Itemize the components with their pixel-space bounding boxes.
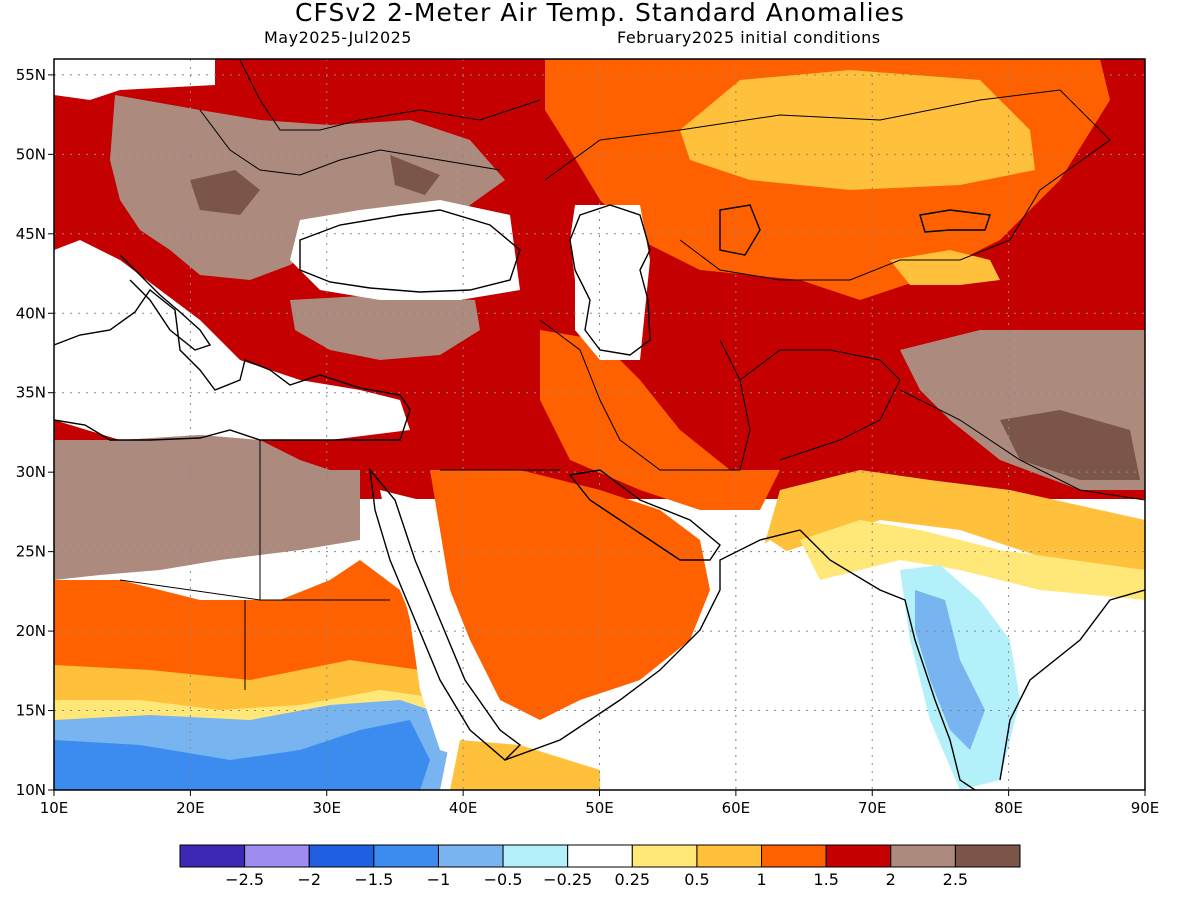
lat-tick-label: 45N [16, 225, 46, 243]
field-blue-india [915, 590, 985, 750]
colorbar-swatch [179, 844, 246, 868]
colorbar-label: 1 [756, 870, 766, 889]
coast-caspian [569, 204, 651, 356]
coast-italy [119, 254, 212, 351]
colorbar-swatch [890, 844, 956, 868]
field-white-nw [54, 59, 215, 100]
coast-balkhash [919, 209, 991, 233]
colorbar-swatch [373, 844, 439, 868]
colorbar-label: −1.5 [354, 870, 393, 889]
lon-tick-label: 70E [858, 799, 887, 817]
border-iran [539, 319, 751, 471]
colorbar-swatch [244, 844, 310, 868]
border-kazakh [544, 89, 1111, 281]
lon-tick-label: 30E [312, 799, 341, 817]
field-white-arabiansea [520, 540, 800, 790]
field-lightorange-yemen [450, 740, 600, 790]
coast-redsea [369, 467, 522, 761]
lat-tick-label: 10N [16, 781, 46, 799]
colorbar-label: −0.25 [543, 870, 592, 889]
chart-title: CFSv2 2-Meter Air Temp. Standard Anomali… [295, 0, 905, 27]
colorbar-swatch [631, 844, 698, 868]
field-brown-turkey [290, 295, 480, 360]
field-yellow-india [800, 520, 1145, 600]
coast-blacksea [299, 209, 521, 293]
colorbar-label: −1 [427, 870, 451, 889]
colorbar-swatch [308, 844, 375, 868]
lat-tick-label: 40N [16, 304, 46, 322]
lat-tick-label: 35N [16, 384, 46, 402]
coast-aral [719, 204, 761, 256]
field-brown-nafrica [54, 435, 360, 580]
anomaly-field [54, 59, 1145, 790]
coast-india [799, 529, 1145, 790]
colorbar-swatch [567, 844, 633, 868]
border-china-india [899, 389, 1145, 501]
border-libya-chad [119, 579, 261, 601]
latitude-labels: 55N 50N 45N 40N 35N 30N 25N 20N 15N 10N [16, 66, 54, 799]
field-orange-sahel [54, 560, 440, 695]
colorbar-swatch [502, 844, 569, 868]
coast-gulf [568, 469, 721, 561]
lat-tick-label: 50N [16, 145, 46, 163]
colorbar-swatch [761, 844, 827, 868]
field-lightorange-kazakh [680, 70, 1035, 190]
lat-lon-grid [54, 59, 1145, 790]
colorbar-swatch [825, 844, 892, 868]
lat-tick-label: 25N [16, 543, 46, 561]
colorbar-label: −0.5 [484, 870, 523, 889]
field-darkbrown-tibet [1000, 410, 1140, 480]
field-white-redsea [380, 490, 500, 760]
colorbar: −2.5 −2 −1.5 −1 −0.5 −0.25 0.25 0.5 1 1.5 2 2.5 [179, 844, 1021, 889]
country-borders [119, 59, 1145, 690]
coastlines [54, 204, 1145, 790]
lat-tick-label: 15N [16, 702, 46, 720]
border-europe-a [199, 109, 501, 176]
forecast-period: May2025-Jul2025 [264, 28, 412, 47]
field-white-caspian [570, 205, 650, 360]
border-afghan [739, 349, 901, 461]
colorbar-swatch [437, 844, 504, 868]
longitude-labels: 10E 20E 30E 40E 50E 60E 70E 80E 90E [40, 790, 1160, 817]
field-blue-africa [54, 720, 430, 790]
colorbar-swatch [696, 844, 763, 868]
field-lightorange-india [760, 470, 1145, 570]
colorbar-label: 1.5 [813, 870, 838, 889]
lon-tick-label: 40E [449, 799, 478, 817]
border-europe-b [239, 59, 541, 131]
lon-tick-label: 50E [585, 799, 614, 817]
field-darkbrown-europe [190, 170, 260, 215]
colorbar-label: 0.25 [614, 870, 650, 889]
field-white-med [54, 240, 410, 440]
colorbar-label: −2.5 [225, 870, 264, 889]
lon-tick-label: 10E [40, 799, 69, 817]
field-orange-iran [540, 330, 780, 510]
field-lightorange-kyrg [890, 250, 1000, 285]
coast-arabia-south [504, 529, 801, 761]
colorbar-swatch [954, 844, 1021, 868]
initial-conditions: February2025 initial conditions [617, 28, 881, 47]
lon-tick-label: 90E [1131, 799, 1160, 817]
lat-tick-label: 55N [16, 66, 46, 84]
lat-tick-label: 20N [16, 622, 46, 640]
lon-tick-label: 80E [994, 799, 1023, 817]
colorbar-label: −2 [297, 870, 321, 889]
lon-tick-label: 20E [176, 799, 205, 817]
colorbar-label: 0.5 [684, 870, 709, 889]
field-white-blacksea [290, 200, 520, 300]
lon-tick-label: 60E [722, 799, 751, 817]
coast-mediterranean [54, 288, 411, 441]
lat-tick-label: 30N [16, 463, 46, 481]
colorbar-label: 2 [886, 870, 896, 889]
field-darkbrown-europe2 [390, 155, 440, 195]
colorbar-label: 2.5 [943, 870, 968, 889]
